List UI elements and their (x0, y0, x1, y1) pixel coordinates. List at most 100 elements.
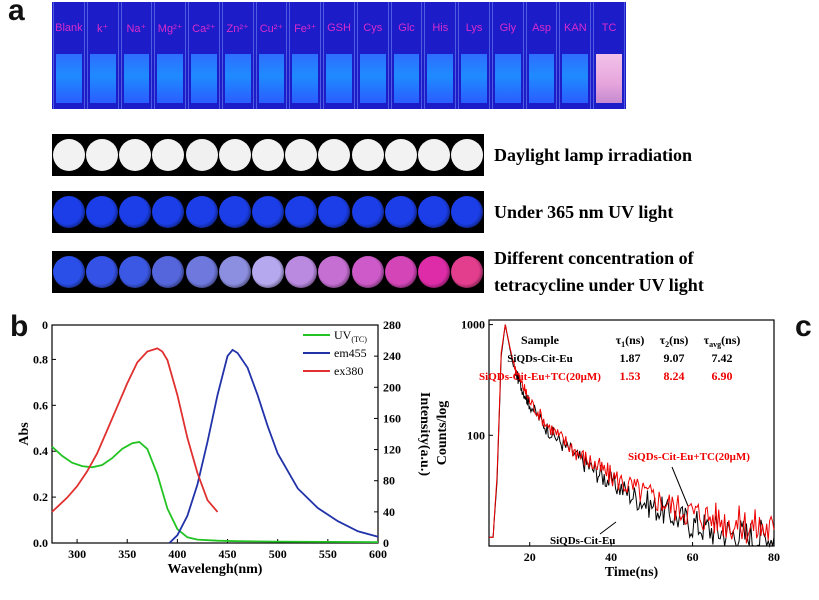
vial-liquid (596, 54, 622, 103)
vial (86, 2, 119, 109)
y-tick-label: 0.8 (33, 352, 48, 366)
well (218, 196, 251, 228)
vial (255, 2, 288, 109)
vial (424, 2, 457, 109)
well (252, 256, 284, 288)
vial (593, 2, 625, 109)
well (152, 196, 185, 228)
legend-table-t2: 8.24 (664, 369, 685, 383)
vial-liquid (562, 54, 589, 103)
y-axis-label: Abs (17, 422, 32, 446)
well (152, 139, 185, 171)
vial (120, 2, 153, 109)
well (218, 139, 251, 171)
legend-table-tavg: 6.90 (712, 369, 733, 383)
plot-frame (51, 324, 379, 544)
well (418, 139, 451, 171)
well (185, 256, 218, 288)
y2-tick-label: 160 (383, 411, 401, 425)
legend-table-header-unit: (ns) (669, 333, 688, 347)
vial-label: Ca²⁺ (192, 23, 216, 35)
vial-liquid (191, 54, 217, 103)
well (351, 139, 384, 171)
plot-frame (488, 319, 775, 547)
y-tick-label: 0.6 (33, 398, 48, 412)
vial-label: Zn²⁺ (226, 23, 249, 35)
x-tick-label: 20 (524, 550, 536, 564)
vial-label: GSH (327, 22, 351, 34)
well (85, 196, 118, 228)
series-line-uvtc (51, 441, 379, 543)
vial-label: TC (601, 22, 617, 34)
x-tick-label: 500 (269, 547, 287, 561)
x-tick-label: 400 (168, 547, 186, 561)
well (119, 196, 152, 228)
vial-liquid (326, 54, 352, 103)
annotation-tc: SiQDs-Cit-Eu+TC(20μM) (628, 451, 750, 463)
series-line-sample-tc (489, 324, 775, 544)
legend-table-header-subscript: avg (709, 340, 721, 349)
well (85, 139, 118, 171)
vial-liquid (123, 54, 150, 103)
vial-label: His (432, 22, 449, 34)
legend-label: em455 (334, 346, 367, 360)
y2-tick-label: 120 (383, 443, 401, 457)
legend-table-header-unit: (ns) (625, 333, 644, 347)
well (451, 196, 484, 228)
legend-label-subscript: (TC) (351, 335, 367, 344)
well (451, 139, 484, 171)
vial-label: Cu²⁺ (259, 23, 284, 35)
vial (356, 2, 389, 109)
legend-table-t1: 1.87 (620, 351, 641, 365)
vial-label: Blank (55, 22, 83, 34)
y2-tick-label: 200 (383, 380, 401, 394)
x-axis-label: Time(ns) (605, 565, 659, 580)
x-tick-label: 600 (369, 547, 387, 561)
well (451, 256, 484, 288)
legend-label: UV(TC) (334, 328, 367, 344)
well (384, 256, 417, 288)
vial-photo: Blank k⁺ Na⁺ Mg²⁺ Ca²⁺ Zn²⁺ Cu²⁺ Fe³⁺ GSH Cys Glc H… (52, 2, 626, 109)
vial-liquid (89, 54, 116, 103)
vial-liquid (224, 54, 251, 103)
y2-tick-label: 0 (383, 536, 389, 550)
well (252, 196, 284, 228)
vial-liquid (359, 54, 386, 103)
chart-b-spectra: 300 350 400 450 500 550 600 0.0 0.2 0.4 0.6 0.8 0 0 40… (17, 318, 430, 577)
y-axis-label: Counts/log (435, 401, 450, 466)
y2-tick-label: 240 (383, 349, 401, 363)
vial-label: KAN (564, 22, 587, 34)
legend-table-t2: 9.07 (664, 351, 685, 365)
x-tick-label: 300 (68, 547, 86, 561)
well (185, 139, 218, 171)
vial (525, 2, 558, 109)
vial-liquid (461, 54, 487, 103)
x-axis-label: Wavelengh(nm) (168, 562, 263, 577)
vial (559, 2, 592, 109)
vial (221, 2, 254, 109)
well (52, 196, 85, 228)
legend-table-t1: 1.53 (620, 369, 641, 383)
well (152, 256, 185, 288)
well (318, 256, 351, 288)
vial-label: Asp (532, 22, 552, 34)
vial-liquid (258, 54, 285, 103)
vial-liquid (292, 54, 319, 103)
well (351, 196, 384, 228)
x-tick-label: 350 (118, 547, 136, 561)
vial-label: Mg²⁺ (157, 23, 183, 35)
vial-label: Cys (363, 22, 383, 34)
y2-tick-label: 80 (383, 474, 395, 488)
well (185, 196, 218, 228)
panel-label-b: b (10, 310, 29, 343)
well (218, 256, 251, 288)
well (318, 139, 351, 171)
vial-liquid (528, 54, 555, 103)
annotation-arrow-tc (671, 466, 689, 507)
caption-concentration-line1: Different concentration of (494, 248, 694, 268)
well (418, 256, 451, 288)
x-tick-label: 550 (319, 547, 337, 561)
x-tick-label: 450 (219, 547, 237, 561)
vial-label: Lys (465, 22, 483, 34)
vial (491, 2, 524, 109)
